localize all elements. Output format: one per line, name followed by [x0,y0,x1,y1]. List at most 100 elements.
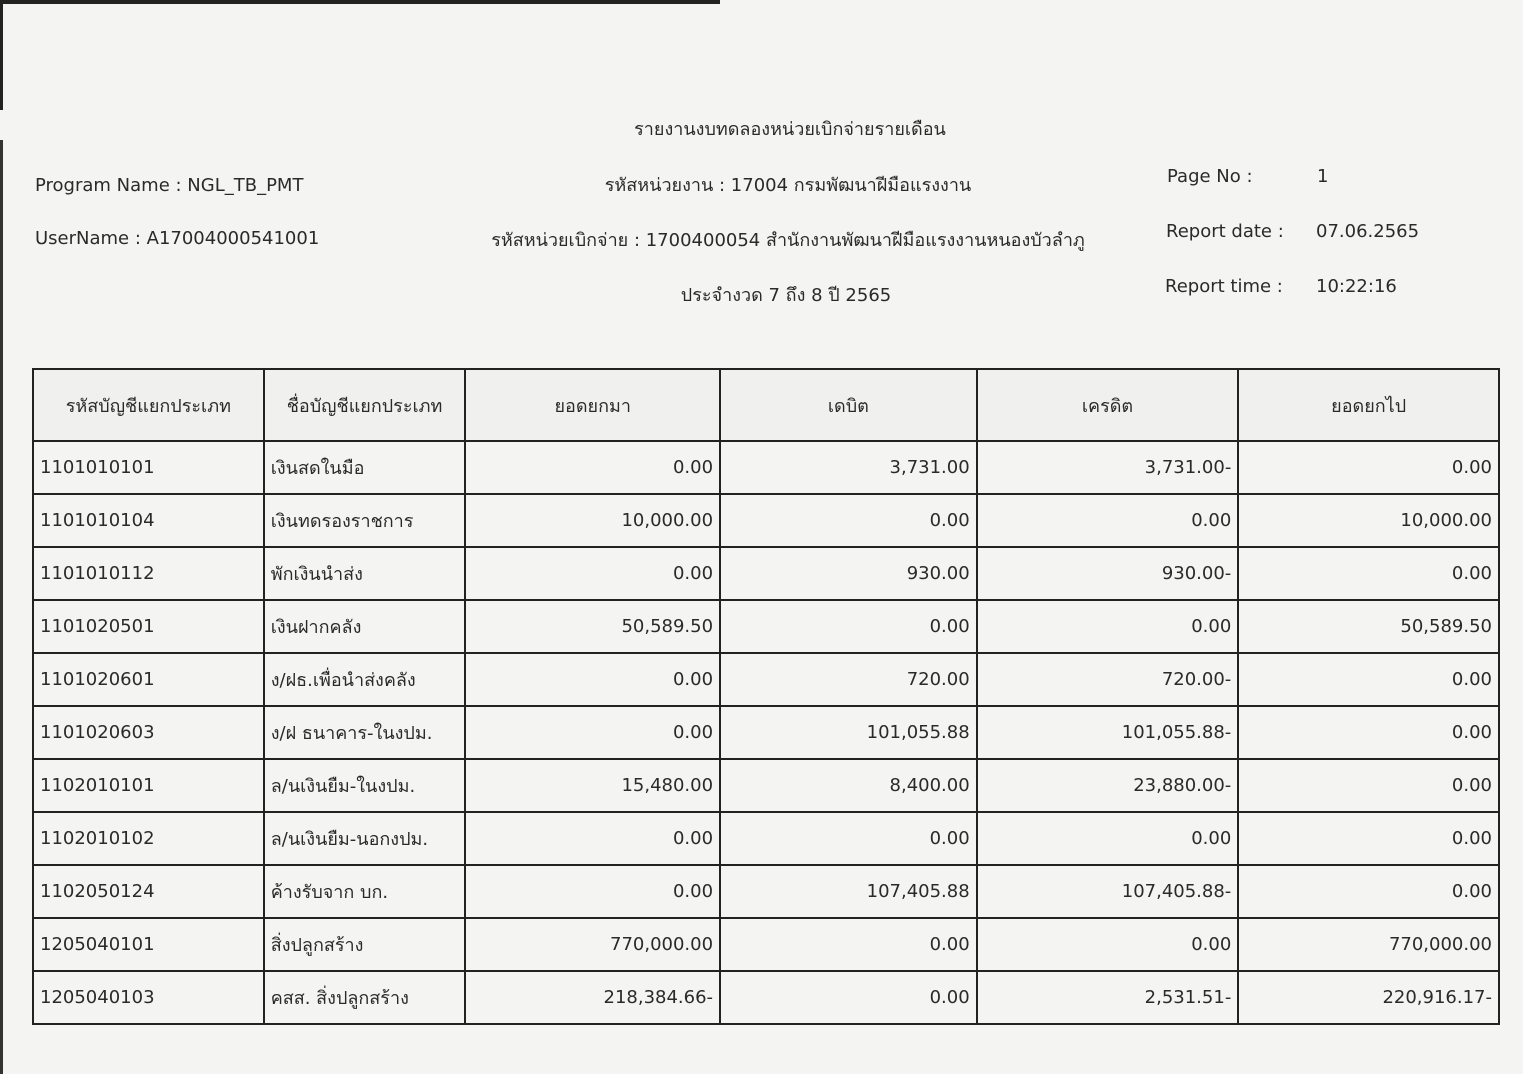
account-name-cell: เงินฝากคลัง [262,599,467,654]
page-edge [0,0,720,4]
credit-cell: 0.00 [975,811,1240,866]
credit-cell: 3,731.00- [975,440,1240,495]
opening-balance-cell: 10,000.00 [464,493,722,548]
opening-balance-cell: 0.00 [464,440,722,495]
account-name-cell: พักเงินนำส่ง [262,546,467,601]
account-name-cell: คสส. สิ่งปลูกสร้าง [262,970,467,1025]
credit-cell: 0.00 [975,599,1240,654]
credit-cell: 0.00 [975,493,1240,548]
account-code-cell: 1101020501 [32,599,265,654]
debit-cell: 8,400.00 [719,758,978,813]
table-row: 1101020501 เงินฝากคลัง 50,589.50 0.00 0.00 50… [32,599,1500,654]
account-name-cell: สิ่งปลูกสร้าง [262,917,467,972]
account-code-cell: 1102010102 [32,811,265,866]
table-row: 1102010102 ล/นเงินยืม-นอกงปม. 0.00 0.00 0.00… [32,811,1500,866]
opening-balance-cell: 218,384.66- [464,970,722,1025]
account-code-cell: 1101010101 [32,440,265,495]
account-name-cell: เงินสดในมือ [262,440,467,495]
page-edge [0,0,3,110]
table-row: 1101010104 เงินทดรองราชการ 10,000.00 0.00 0.… [32,493,1500,548]
closing-balance-cell: 0.00 [1237,546,1500,601]
account-name-cell: เงินทดรองราชการ [262,493,467,548]
column-header: ยอดยกมา [464,368,722,442]
page-no: 1 [1317,166,1329,187]
closing-balance-cell: 10,000.00 [1237,493,1500,548]
opening-balance-cell: 0.00 [464,811,722,866]
account-name-cell: ง/ฝธ.เพื่อนำส่งคลัง [262,652,467,707]
debit-cell: 0.00 [719,599,978,654]
opening-balance-cell: 0.00 [464,546,722,601]
debit-cell: 720.00 [719,652,978,707]
column-header: เดบิต [719,368,978,442]
report-title: รายงานงบทดลองหน่วยเบิกจ่ายรายเดือน [634,119,946,140]
account-code-cell: 1102050124 [32,864,265,919]
table-row: 1102050124 ค้างรับจาก บก. 0.00 107,405.88 10… [32,864,1500,919]
account-code-cell: 1101010112 [32,546,265,601]
table-header-row: รหัสบัญชีแยกประเภท ชื่อบัญชีแยกประเภท ยอดย… [32,368,1500,442]
report-time-label: Report time : [1165,276,1283,297]
account-code-cell: 1101020603 [32,705,265,760]
agency-code: รหัสหน่วยงาน : 17004 กรมพัฒนาฝีมือแรงงาน [604,175,972,196]
credit-cell: 2,531.51- [975,970,1240,1025]
credit-cell: 23,880.00- [975,758,1240,813]
table-row: 1101020601 ง/ฝธ.เพื่อนำส่งคลัง 0.00 720.00 7… [32,652,1500,707]
table-row: 1205040101 สิ่งปลูกสร้าง 770,000.00 0.00 0.0… [32,917,1500,972]
credit-cell: 720.00- [975,652,1240,707]
debit-cell: 930.00 [719,546,978,601]
account-code-cell: 1205040101 [32,917,265,972]
column-header: ยอดยกไป [1237,368,1500,442]
program-name: Program Name : NGL_TB_PMT [35,175,304,196]
credit-cell: 107,405.88- [975,864,1240,919]
closing-balance-cell: 0.00 [1237,652,1500,707]
credit-cell: 930.00- [975,546,1240,601]
user-name: UserName : A17004000541001 [35,228,320,249]
table-row: 1101010101 เงินสดในมือ 0.00 3,731.00 3,731.0… [32,440,1500,495]
account-code-cell: 1101020601 [32,652,265,707]
account-code-cell: 1102010101 [32,758,265,813]
page-edge [0,140,3,1074]
column-header: ชื่อบัญชีแยกประเภท [262,368,467,442]
debit-cell: 0.00 [719,917,978,972]
debit-cell: 0.00 [719,970,978,1025]
opening-balance-cell: 0.00 [464,705,722,760]
report-time: 10:22:16 [1316,276,1397,297]
account-name-cell: ล/นเงินยืม-นอกงปม. [262,811,467,866]
opening-balance-cell: 50,589.50 [464,599,722,654]
debit-cell: 3,731.00 [719,440,978,495]
table-row: 1101020603 ง/ฝ ธนาคาร-ในงปม. 0.00 101,055.8… [32,705,1500,760]
closing-balance-cell: 50,589.50 [1237,599,1500,654]
closing-balance-cell: 220,916.17- [1237,970,1500,1025]
report-date: 07.06.2565 [1316,221,1420,242]
account-code-cell: 1205040103 [32,970,265,1025]
closing-balance-cell: 0.00 [1237,705,1500,760]
table-row: 1101010112 พักเงินนำส่ง 0.00 930.00 930.00- 0… [32,546,1500,601]
closing-balance-cell: 0.00 [1237,864,1500,919]
column-header: รหัสบัญชีแยกประเภท [32,368,265,442]
closing-balance-cell: 0.00 [1237,758,1500,813]
debit-cell: 0.00 [719,811,978,866]
page-no-label: Page No : [1167,166,1253,187]
account-name-cell: ค้างรับจาก บก. [262,864,467,919]
trial-balance-table: รหัสบัญชีแยกประเภท ชื่อบัญชีแยกประเภท ยอดย… [32,368,1500,1025]
table-row: 1205040103 คสส. สิ่งปลูกสร้าง 218,384.66- 0… [32,970,1500,1025]
table-row: 1102010101 ล/นเงินยืม-ในงปม. 15,480.00 8,40… [32,758,1500,813]
opening-balance-cell: 15,480.00 [464,758,722,813]
opening-balance-cell: 0.00 [464,652,722,707]
opening-balance-cell: 770,000.00 [464,917,722,972]
debit-cell: 107,405.88 [719,864,978,919]
credit-cell: 101,055.88- [975,705,1240,760]
report-date-label: Report date : [1166,221,1284,242]
closing-balance-cell: 0.00 [1237,440,1500,495]
disbursing-unit: รหัสหน่วยเบิกจ่าย : 1700400054 สำนักงานพ… [491,230,1085,251]
credit-cell: 0.00 [975,917,1240,972]
account-code-cell: 1101010104 [32,493,265,548]
closing-balance-cell: 0.00 [1237,811,1500,866]
opening-balance-cell: 0.00 [464,864,722,919]
account-name-cell: ล/นเงินยืม-ในงปม. [262,758,467,813]
closing-balance-cell: 770,000.00 [1237,917,1500,972]
report-period: ประจำงวด 7 ถึง 8 ปี 2565 [680,285,892,306]
account-name-cell: ง/ฝ ธนาคาร-ในงปม. [262,705,467,760]
column-header: เครดิต [975,368,1240,442]
debit-cell: 0.00 [719,493,978,548]
debit-cell: 101,055.88 [719,705,978,760]
